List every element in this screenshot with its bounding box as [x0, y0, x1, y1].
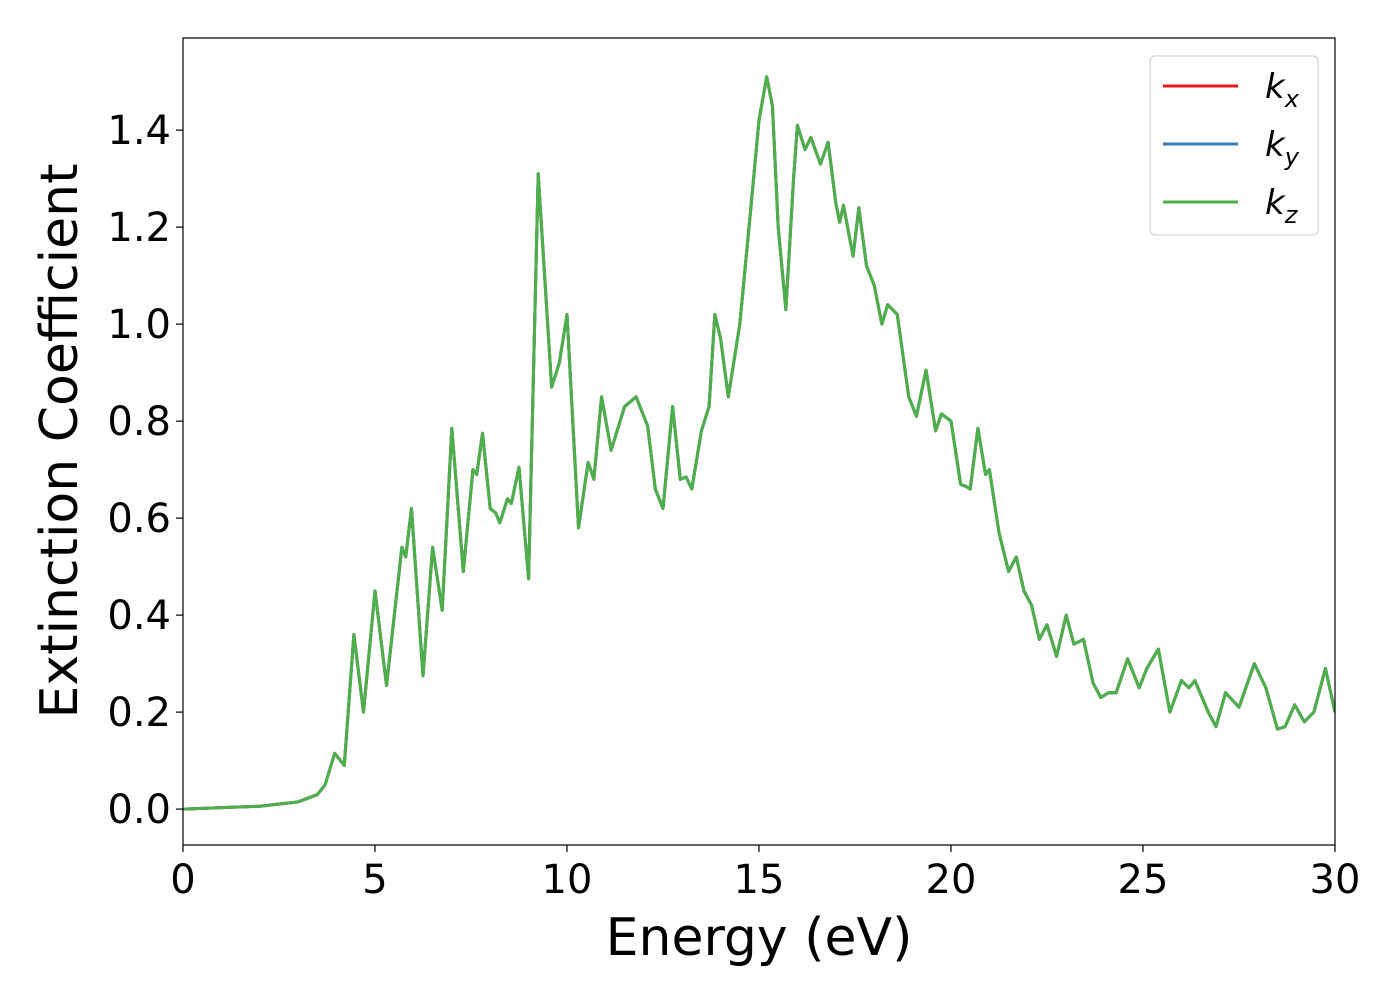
y-tick-label: 1.0: [107, 302, 171, 348]
x-tick-label: 0: [170, 857, 195, 903]
x-tick-label: 30: [1310, 857, 1361, 903]
series-line: [183, 75, 1335, 811]
x-tick-label: 20: [926, 857, 977, 903]
y-tick-label: 0.2: [107, 690, 171, 736]
x-tick-label: 15: [734, 857, 785, 903]
y-tick-label: 0.0: [107, 787, 171, 833]
plot-frame: [182, 37, 1336, 846]
x-axis-label: Energy (eV): [606, 908, 913, 968]
y-tick-label: 0.6: [107, 496, 171, 542]
y-tick-label: 1.2: [107, 205, 171, 251]
x-tick-label: 25: [1118, 857, 1169, 903]
y-axis-label: Extinction Coefficient: [30, 164, 90, 719]
x-tick-label: 5: [362, 857, 387, 903]
y-tick-label: 0.4: [107, 593, 171, 639]
y-tick-label: 0.8: [107, 399, 171, 445]
x-tick-label: 10: [542, 857, 593, 903]
y-tick-label: 1.4: [107, 108, 171, 154]
